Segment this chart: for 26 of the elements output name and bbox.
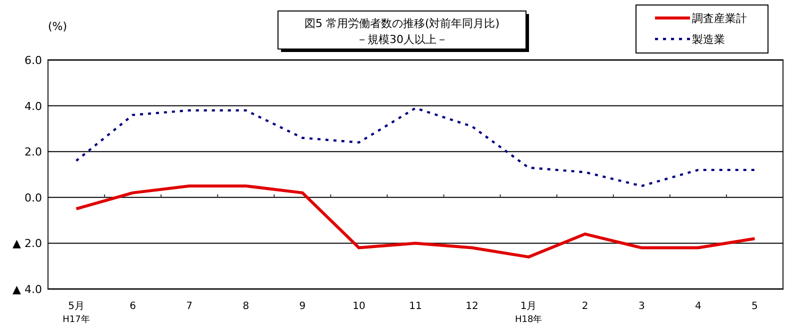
line-series (75, 106, 756, 188)
x-tick-label: 10 (352, 301, 366, 312)
x-tick-label: 12 (466, 301, 478, 312)
legend-label: 製造業 (692, 33, 725, 46)
line-series (74, 184, 756, 258)
y-tick-label: 4.0 (24, 100, 42, 113)
legend-label: 調査産業計 (692, 12, 747, 25)
x-tick-label: 5 (752, 301, 758, 312)
x-tick-label: 4 (695, 301, 702, 312)
y-tick-label: 6.0 (24, 54, 42, 67)
y-tick-label: ▲ 4.0 (12, 283, 42, 296)
x-tick-label: 8 (242, 301, 250, 312)
x-tick-label: 6 (130, 301, 136, 312)
y-tick-label: 2.0 (24, 146, 42, 159)
x-tick-label: 11 (409, 301, 422, 312)
x-tick-label: 3 (638, 301, 645, 312)
x-tick-label: 2 (582, 301, 588, 312)
x-tick-label: 1月 H18年 (514, 301, 542, 325)
x-tick-label: 9 (299, 301, 306, 312)
chart-title: 図5 常用労働者数の推移(対前年同月比) (304, 17, 500, 30)
y-axis-title: (%) (48, 20, 68, 33)
y-tick-label: ▲ 2.0 (12, 237, 42, 250)
y-tick-label: 0.0 (24, 191, 42, 204)
x-tick-label: 5月 H17年 (62, 301, 90, 325)
x-tick-label: 7 (186, 301, 193, 312)
chart-subtitle: －規模30人以上－ (356, 33, 448, 46)
